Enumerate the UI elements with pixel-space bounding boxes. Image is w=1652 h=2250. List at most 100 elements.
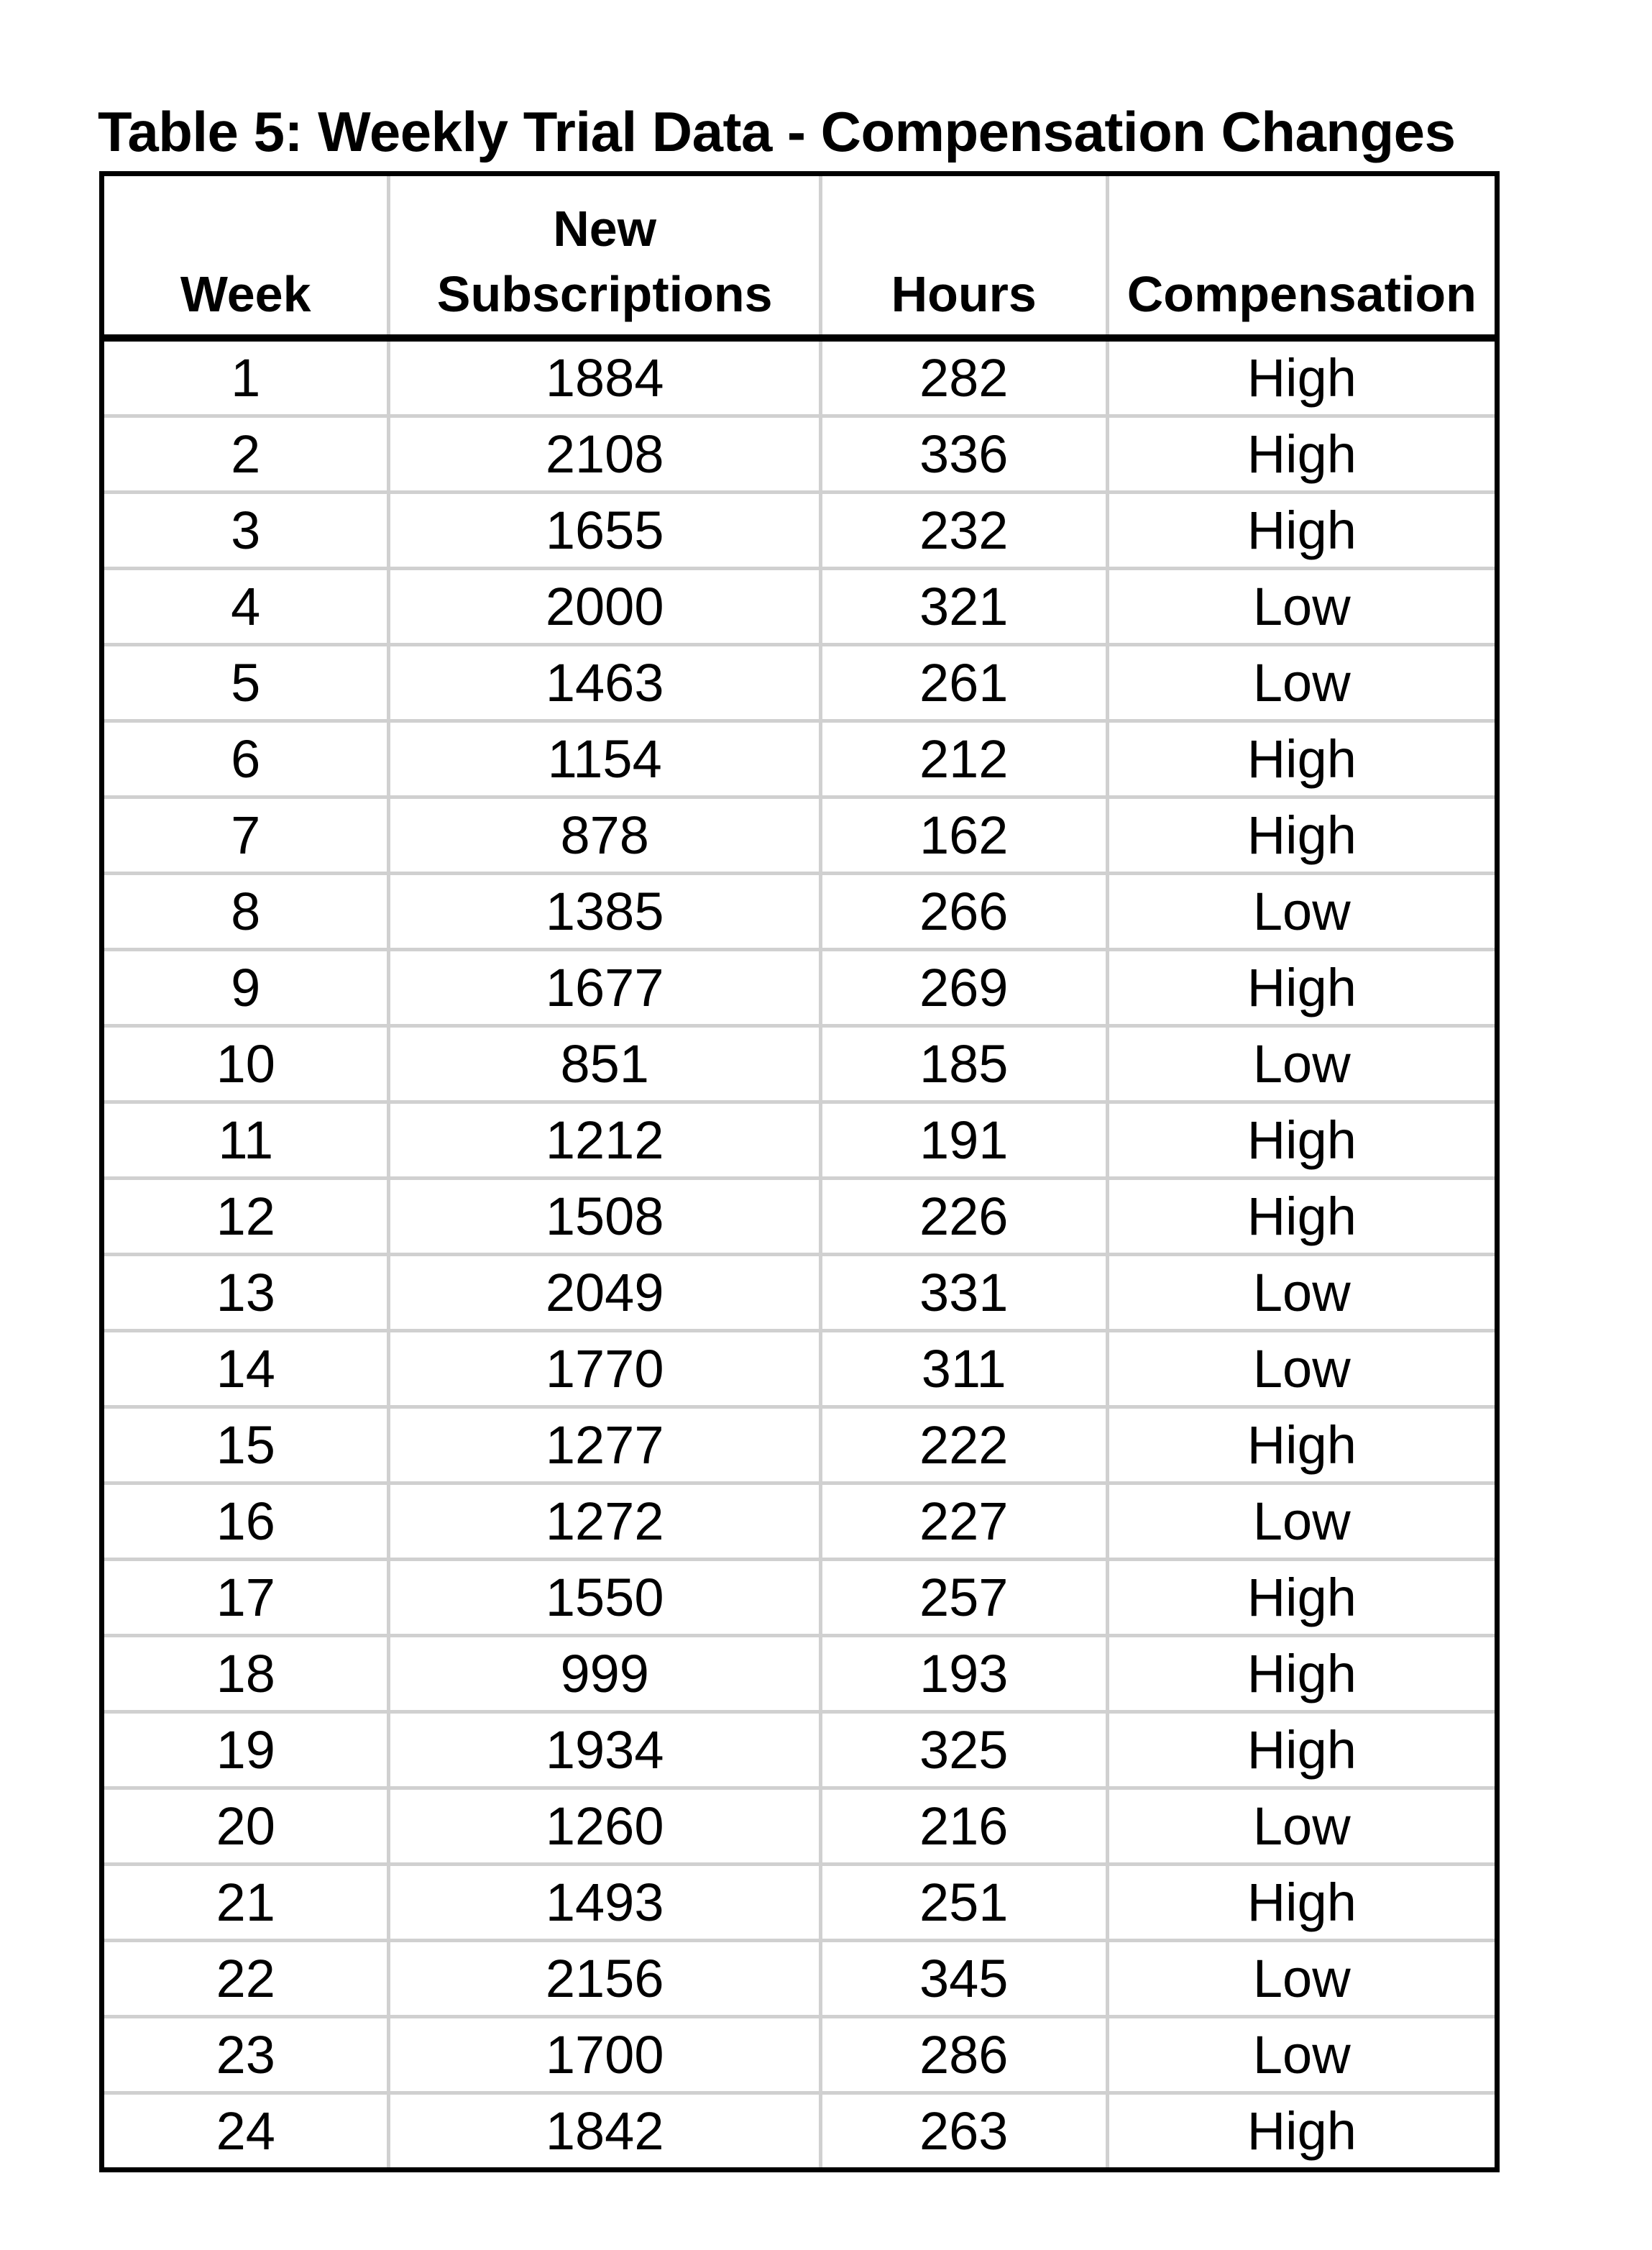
table-row: 2 2108 336 High (101, 414, 1497, 493)
cell-new-subscriptions: 1260 (387, 1786, 821, 1865)
cell-hours: 325 (818, 1710, 1108, 1788)
cell-week: 1 (231, 348, 261, 408)
cell-hours: 162 (818, 795, 1108, 874)
cell-week: 17 (101, 1558, 389, 1636)
cell-new-subscriptions: 1550 (387, 1558, 821, 1636)
cell-hours: 345 (818, 1939, 1108, 2017)
cell-new-subscriptions: 1842 (387, 2091, 821, 2170)
cell-new-subscriptions: 1493 (387, 1862, 821, 1941)
table-row: 13 2049 331 Low (101, 1253, 1497, 1331)
header-week: Week (101, 173, 389, 342)
header-compensation: Compensation (1105, 173, 1497, 342)
cell-week: 7 (101, 795, 389, 874)
table-row: 15 1277 222 High (101, 1405, 1497, 1483)
table-row: 12 1508 226 High (101, 1176, 1497, 1255)
cell-hours: 185 (818, 1024, 1108, 1102)
cell-hours: 282 (818, 338, 1108, 416)
cell-new-subscriptions: 1770 (387, 1329, 821, 1407)
cell-compensation: High (1105, 948, 1497, 1026)
cell-week: 12 (101, 1176, 389, 1255)
cell-week: 4 (101, 567, 389, 645)
table-row: 3 1655 232 High (101, 490, 1497, 569)
cell-hours: 226 (818, 1176, 1108, 1255)
cell-week: 5 (101, 643, 389, 721)
table-row: 19 1934 325 High (101, 1710, 1497, 1788)
cell-new-subscriptions: 1212 (387, 1100, 821, 1179)
cell-compensation: High (1105, 1100, 1497, 1179)
cell-compensation: High (1105, 1634, 1497, 1712)
cell-compensation: Low (1105, 872, 1497, 950)
table-row: 23 1700 286 Low (101, 2015, 1497, 2093)
cell-hours: 321 (818, 567, 1108, 645)
cell-compensation: High (1105, 1862, 1497, 1941)
table-row: 8 1385 266 Low (101, 872, 1497, 950)
table-row: 5 1463 261 Low (101, 643, 1497, 721)
cell-compensation: Low (1105, 1024, 1497, 1102)
table-row: 18 999 193 High (101, 1634, 1497, 1712)
table-row: 4 2000 321 Low (101, 567, 1497, 645)
cell-compensation: Low (1105, 1329, 1497, 1407)
table-row: 21 1493 251 High (101, 1862, 1497, 1941)
cell-new-subscriptions: 1677 (387, 948, 821, 1026)
cell-hours: 227 (818, 1481, 1108, 1560)
cell-compensation: Low (1105, 1939, 1497, 2017)
table-row: 6 1154 212 High (101, 719, 1497, 797)
cell-week: 21 (101, 1862, 389, 1941)
cell-hours: 331 (818, 1253, 1108, 1331)
cell-week: 16 (101, 1481, 389, 1560)
cell-hours: 261 (818, 643, 1108, 721)
cell-new-subscriptions: 1154 (387, 719, 821, 797)
table-row: 17 1550 257 High (101, 1558, 1497, 1636)
cell-week: 19 (101, 1710, 389, 1788)
cell-compensation: High (1105, 2091, 1497, 2170)
cell-hours: 191 (818, 1100, 1108, 1179)
header-new-subscriptions: New Subscriptions (387, 173, 821, 342)
cell-hours: 336 (818, 414, 1108, 493)
cell-new-subscriptions: 1277 (387, 1405, 821, 1483)
cell-new-subscriptions: 2049 (387, 1253, 821, 1331)
cell-hours: 193 (818, 1634, 1108, 1712)
cell-new-subscriptions: 999 (387, 1634, 821, 1712)
cell-hours: 222 (818, 1405, 1108, 1483)
cell-compensation: High (1105, 1558, 1497, 1636)
cell-hours: 216 (818, 1786, 1108, 1865)
cell-hours: 212 (818, 719, 1108, 797)
cell-week: 13 (101, 1253, 389, 1331)
cell-compensation: High (1105, 490, 1497, 569)
cell-compensation: High (1105, 1176, 1497, 1255)
cell-compensation: High (1105, 414, 1497, 493)
cell-hours: 263 (818, 2091, 1108, 2170)
header-subscriptions-line1: New (553, 201, 657, 257)
table-row: 20 1260 216 Low (101, 1786, 1497, 1865)
cell-hours: 232 (818, 490, 1108, 569)
cell-compensation: Low (1105, 2015, 1497, 2093)
cell-compensation: Low (1105, 1786, 1497, 1865)
cell-hours: 311 (818, 1329, 1108, 1407)
cell-week: 20 (101, 1786, 389, 1865)
cell-new-subscriptions: 1700 (387, 2015, 821, 2093)
cell-new-subscriptions: 1934 (387, 1710, 821, 1788)
cell-compensation: Low (1105, 1253, 1497, 1331)
weekly-trial-table: Week New Subscriptions Hours Compensation… (99, 171, 1500, 2172)
cell-new-subscriptions: 1272 (387, 1481, 821, 1560)
cell-hours: 266 (818, 872, 1108, 950)
table-title: Table 5: Weekly Trial Data - Compensatio… (98, 100, 1456, 163)
header-hours: Hours (818, 173, 1108, 342)
cell-week: 9 (101, 948, 389, 1026)
cell-compensation: High (1105, 1405, 1497, 1483)
cell-new-subscriptions: 1655 (387, 490, 821, 569)
cell-new-subscriptions: 1385 (387, 872, 821, 950)
cell-compensation: Low (1105, 643, 1497, 721)
cell-hours: 269 (818, 948, 1108, 1026)
table-row: 1 1884 282 High (102, 338, 1497, 416)
cell-week: 22 (101, 1939, 389, 2017)
cell-compensation: High (1105, 719, 1497, 797)
cell-compensation: High (1105, 338, 1497, 416)
cell-compensation: High (1105, 1710, 1497, 1788)
table-row: 7 878 162 High (101, 795, 1497, 874)
cell-week: 14 (101, 1329, 389, 1407)
header-row: Week New Subscriptions Hours Compensation (101, 173, 1497, 342)
cell-hours: 251 (818, 1862, 1108, 1941)
cell-new-subscriptions: 2108 (387, 414, 821, 493)
cell-new-subscriptions: 1463 (387, 643, 821, 721)
